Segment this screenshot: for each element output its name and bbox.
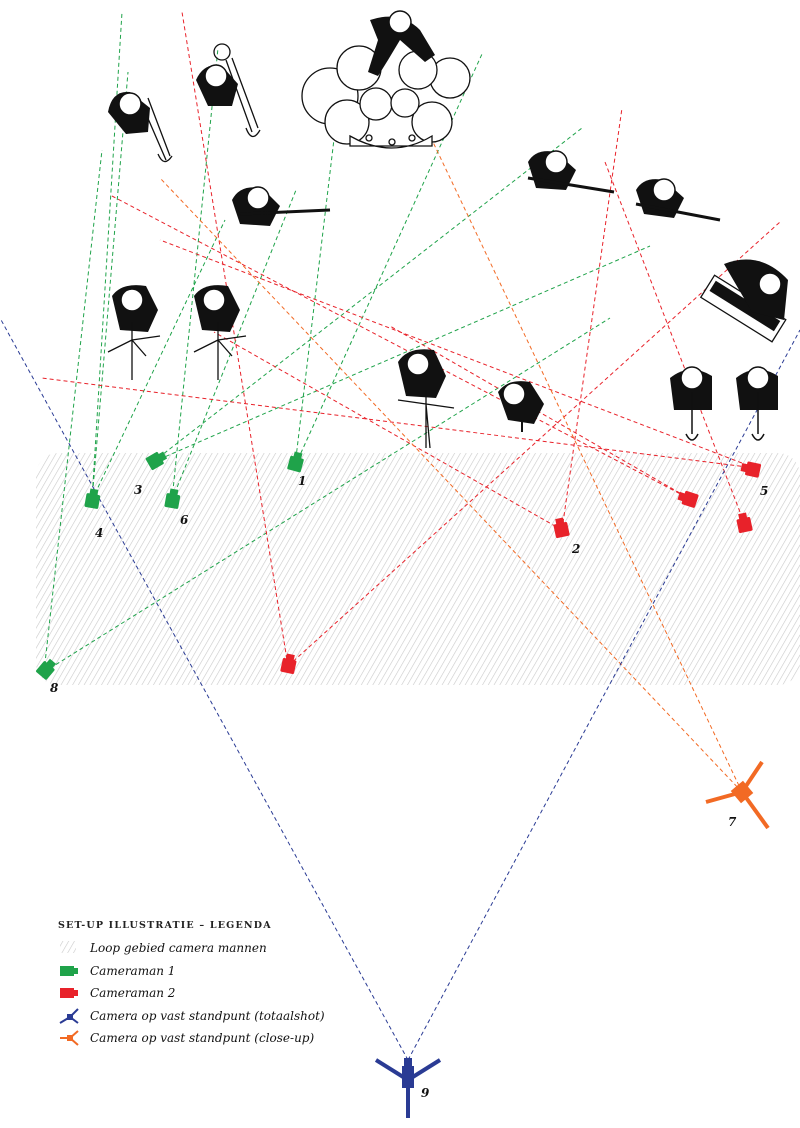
legend-item-fixed-total: Camera op vast standpunt (totaalshot) — [58, 1005, 388, 1028]
guitar-player-left — [232, 186, 331, 226]
legend-item-cameraman-2: Cameraman 2 — [58, 982, 388, 1005]
trombone-player-right — [196, 43, 261, 138]
trumpet-player-right — [736, 366, 778, 441]
blue-tripod-camera-icon — [59, 1008, 79, 1024]
drummer-figure — [368, 10, 435, 77]
legend: set-up illustratie – legenda Loop gebied… — [58, 920, 388, 1050]
camera-7-tripod-icon — [705, 760, 770, 830]
legend-label-cameraman-2: Cameraman 2 — [90, 986, 176, 1001]
camera-2-number: 2 — [571, 542, 580, 556]
blue-sight-lines — [0, 317, 800, 1061]
camera-number-labels: 1 2 3 4 5 6 7 8 9 — [50, 474, 768, 1100]
guitar-player-right-2 — [635, 178, 721, 222]
vocalist-center — [397, 349, 455, 449]
camera-1-number: 1 — [298, 474, 306, 488]
camera-8-number: 8 — [50, 681, 59, 695]
green-camera-icon — [60, 965, 78, 976]
backing-vocalist — [498, 381, 544, 432]
camera-3-number: 3 — [134, 483, 142, 497]
vocalist-left — [107, 285, 161, 380]
legend-item-fixed-closeup: Camera op vast standpunt (close-up) — [58, 1027, 388, 1050]
legend-label-walk-area: Loop gebied camera mannen — [90, 941, 267, 956]
camera-6-number: 6 — [180, 513, 189, 527]
legend-title: set-up illustratie – legenda — [58, 920, 272, 931]
orange-sight-lines — [159, 139, 743, 793]
keyboard-player — [699, 259, 788, 343]
vocalist-middle-left — [193, 285, 247, 380]
camera-walk-area — [36, 453, 800, 685]
hatched-area-icon — [60, 941, 76, 954]
sight-lines — [0, 11, 800, 1061]
camera-9-number: 9 — [421, 1086, 430, 1100]
legend-item-walk-area: Loop gebied camera mannen — [58, 937, 388, 960]
orange-tripod-camera-icon — [60, 1030, 79, 1047]
legend-item-cameraman-1: Cameraman 1 — [58, 960, 388, 983]
legend-label-fixed-total: Camera op vast standpunt (totaalshot) — [90, 1008, 325, 1023]
legend-label-cameraman-1: Cameraman 1 — [90, 963, 176, 978]
trumpet-player-left — [670, 366, 712, 441]
trombone-player-left — [108, 91, 173, 163]
camera-7-number: 7 — [728, 815, 737, 829]
camera-5-number: 5 — [760, 484, 768, 498]
red-camera-icon — [60, 988, 78, 999]
red-sight-lines — [41, 11, 781, 667]
camera-9-tripod-icon — [374, 1058, 442, 1118]
drum-kit — [301, 45, 471, 149]
legend-label-fixed-closeup: Camera op vast standpunt (close-up) — [90, 1031, 315, 1046]
camera-4-number: 4 — [95, 526, 103, 540]
guitar-player-right-1 — [527, 150, 615, 194]
